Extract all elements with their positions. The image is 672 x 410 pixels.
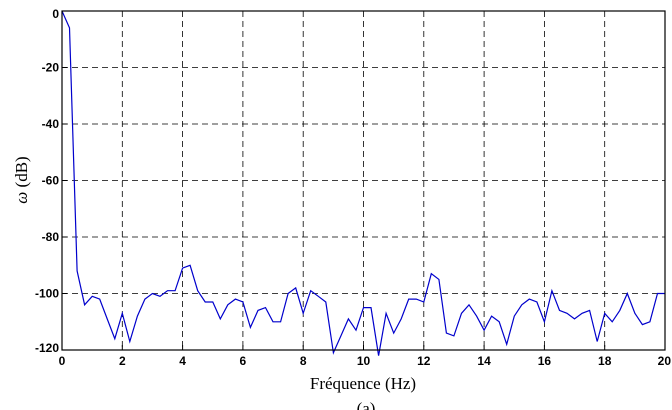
y-axis-label: ω (dB) [12,156,31,203]
x-tick-label: 12 [417,354,431,368]
x-tick-label: 20 [658,354,672,368]
y-tick-label: -20 [42,61,60,75]
x-tick-label: 14 [477,354,491,368]
figure-caption: (a) [357,399,376,410]
x-tick-label: 16 [538,354,552,368]
grid-lines [62,11,665,350]
y-tick-label: -100 [35,287,59,301]
x-tick-label: 0 [59,354,66,368]
y-tick-label: -80 [42,230,60,244]
x-axis-label: Fréquence (Hz) [310,374,416,393]
y-tick-label: -60 [42,174,60,188]
y-tick-label: 0 [52,7,59,21]
x-tick-label: 18 [598,354,612,368]
y-axis-unit: (dB) [12,156,31,187]
plot-frame [61,10,666,351]
x-tick-label: 10 [357,354,371,368]
y-axis-symbol: ω [12,192,31,204]
y-tick-label: -40 [42,117,60,131]
x-tick-label: 4 [179,354,186,368]
x-tick-label: 8 [300,354,307,368]
x-tick-label: 2 [119,354,126,368]
series-line [61,10,665,356]
tick-labels: 0 2 4 6 8 10 12 14 16 18 20 0 -20 -40 -60 -80 -100 -120 [35,7,671,368]
y-tick-label: -120 [35,341,59,355]
x-tick-label: 6 [240,354,247,368]
